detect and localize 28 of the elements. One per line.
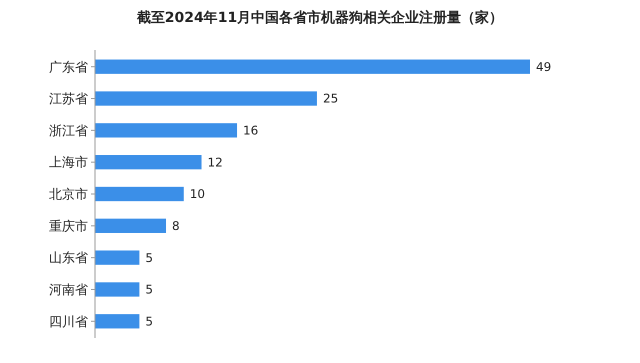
y-tick-label: 山东省 [49,251,88,266]
bar [95,186,184,202]
bar [95,314,140,328]
y-tick-label: 浙江省 [49,124,88,139]
bar [95,91,317,106]
data-label: 12 [208,155,223,170]
bar [95,123,238,138]
y-tick-label: 河南省 [49,283,88,298]
y-tick-label: 江苏省 [49,92,88,108]
data-label: 16 [243,124,258,138]
data-label: 5 [145,282,154,297]
bar [95,60,530,74]
data-label: 5 [145,250,154,265]
y-tick-label: 广东省 [49,60,88,76]
data-label: 10 [190,187,206,202]
y-tick-label: 重庆市 [49,219,88,234]
data-label: 8 [172,219,180,234]
y-tick-label: 四川省 [49,314,88,330]
y-tick-label: 北京市 [49,188,88,203]
bar [95,218,166,233]
bar [95,250,140,265]
chart-title: 截至2024年11月中国各省市机器狗相关企业注册量（家） [136,9,504,26]
bar [95,282,140,297]
y-tick-label: 上海市 [49,156,88,171]
data-label: 49 [536,60,552,74]
bar [95,155,202,170]
data-label: 25 [322,92,338,106]
data-label: 5 [145,314,154,328]
